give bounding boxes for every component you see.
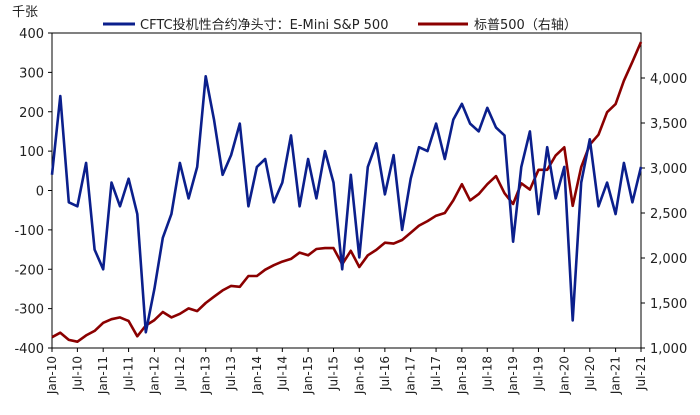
x-tick-label: Jan-13 <box>199 356 213 395</box>
x-tick-label: Jan-15 <box>301 356 315 395</box>
left-tick-label: 300 <box>19 66 44 81</box>
x-tick-label: Jul-12 <box>173 356 187 391</box>
right-tick-label: 2,000 <box>650 252 687 267</box>
x-tick-label: Jan-20 <box>557 356 571 395</box>
left-tick-label: -100 <box>14 224 44 239</box>
legend: CFTC投机性合约净头寸：E-Mini S&P 500 标普500（右轴） <box>103 17 577 33</box>
x-tick-label: Jul-20 <box>583 356 597 391</box>
x-tick-label: Jul-21 <box>634 356 648 391</box>
x-tick-label: Jan-16 <box>352 356 366 395</box>
x-tick-label: Jan-19 <box>506 356 520 395</box>
x-tick-label: Jul-17 <box>429 356 443 391</box>
x-tick-label: Jan-10 <box>45 356 59 395</box>
x-tick-label: Jul-10 <box>70 356 84 391</box>
left-tick-label: 400 <box>19 27 44 42</box>
x-tick-label: Jul-18 <box>480 356 494 391</box>
left-tick-label: 100 <box>19 145 44 160</box>
x-tick-label: Jul-15 <box>327 356 341 391</box>
x-tick-label: Jan-14 <box>250 356 264 395</box>
plot-area <box>51 32 642 349</box>
left-axis: 400 300 200 100 0 -100 -200 -300 -400 <box>14 27 52 357</box>
right-tick-label: 3,500 <box>650 117 687 132</box>
legend-label-net-positions: CFTC投机性合约净头寸：E-Mini S&P 500 <box>140 17 388 33</box>
x-tick-label: Jul-13 <box>224 356 238 391</box>
x-tick-label: Jan-17 <box>404 356 418 395</box>
x-tick-label: Jan-18 <box>455 356 469 395</box>
x-tick-label: Jul-19 <box>531 356 545 391</box>
x-tick-label: Jul-16 <box>378 356 392 391</box>
left-tick-label: 0 <box>36 185 44 200</box>
x-axis: Jan-10 Jul-10 Jan-11 Jul-11 Jan-12 Jul-12 Jan-… <box>45 348 648 395</box>
series-line-net-positions <box>50 75 643 334</box>
x-tick-label: Jan-21 <box>609 356 623 395</box>
x-tick-label: Jul-14 <box>275 356 289 391</box>
left-tick-label: -400 <box>14 342 44 357</box>
left-tick-label: 200 <box>19 106 44 121</box>
right-tick-label: 1,500 <box>650 297 687 312</box>
x-tick-label: Jan-11 <box>96 356 110 395</box>
right-tick-label: 2,500 <box>650 207 687 222</box>
x-tick-label: Jan-12 <box>147 356 161 395</box>
left-unit-label: 千张 <box>12 5 38 20</box>
left-tick-label: -200 <box>14 263 44 278</box>
right-tick-label: 4,000 <box>650 72 687 87</box>
right-tick-label: 1,000 <box>650 342 687 357</box>
right-axis: 4,000 3,500 3,000 2,500 2,000 1,500 1,000 <box>641 72 687 357</box>
right-tick-label: 3,000 <box>650 162 687 177</box>
x-tick-label: Jul-11 <box>122 356 136 391</box>
series-line-sp500 <box>51 41 643 344</box>
series-lines <box>50 41 643 344</box>
left-tick-label: -300 <box>14 303 44 318</box>
legend-label-sp500: 标普500（右轴） <box>474 18 577 33</box>
